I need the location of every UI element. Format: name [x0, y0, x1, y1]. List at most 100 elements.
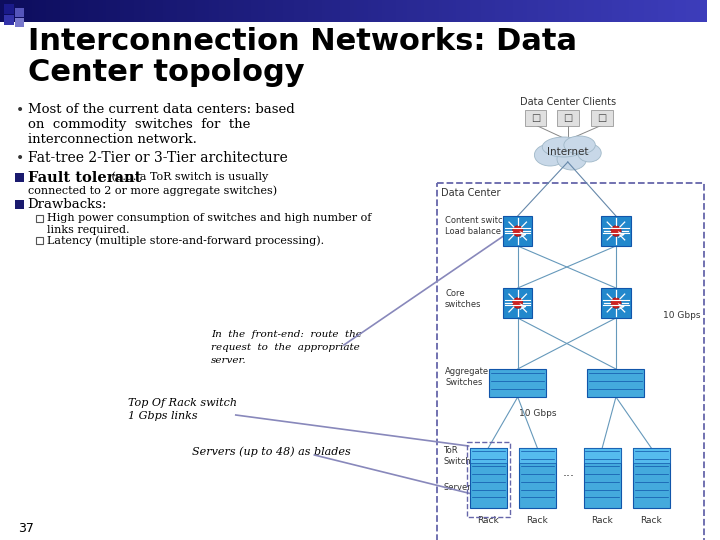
- Bar: [407, 0, 410, 22]
- FancyBboxPatch shape: [36, 215, 43, 222]
- Bar: [629, 0, 633, 22]
- Bar: [0, 0, 4, 22]
- FancyBboxPatch shape: [36, 237, 43, 244]
- Bar: [301, 0, 305, 22]
- Text: Servers: Servers: [443, 483, 475, 492]
- FancyBboxPatch shape: [633, 448, 670, 463]
- Text: •: •: [16, 151, 24, 165]
- Ellipse shape: [564, 136, 595, 154]
- Bar: [248, 0, 251, 22]
- Bar: [474, 0, 477, 22]
- Bar: [587, 0, 590, 22]
- Bar: [343, 0, 346, 22]
- Bar: [389, 0, 392, 22]
- Bar: [622, 0, 626, 22]
- Bar: [131, 0, 135, 22]
- Bar: [297, 0, 301, 22]
- Bar: [686, 0, 690, 22]
- Bar: [467, 0, 470, 22]
- Bar: [414, 0, 418, 22]
- Bar: [141, 0, 145, 22]
- Ellipse shape: [513, 298, 523, 308]
- Bar: [516, 0, 520, 22]
- Text: Interconnection Networks: Data: Interconnection Networks: Data: [27, 27, 577, 56]
- Bar: [272, 0, 276, 22]
- Text: Center topology: Center topology: [27, 58, 304, 87]
- Bar: [170, 0, 174, 22]
- Bar: [138, 0, 142, 22]
- Bar: [372, 0, 375, 22]
- Text: High power consumption of switches and high number of: High power consumption of switches and h…: [47, 213, 372, 223]
- FancyBboxPatch shape: [583, 448, 621, 463]
- Bar: [220, 0, 223, 22]
- Bar: [601, 0, 605, 22]
- Text: Servers (up to 48) as blades: Servers (up to 48) as blades: [192, 446, 351, 456]
- Bar: [410, 0, 414, 22]
- Bar: [152, 0, 156, 22]
- Text: □: □: [531, 113, 540, 123]
- Bar: [636, 0, 640, 22]
- Text: links required.: links required.: [47, 225, 130, 235]
- FancyBboxPatch shape: [14, 18, 24, 27]
- Bar: [683, 0, 686, 22]
- Bar: [626, 0, 629, 22]
- Bar: [163, 0, 166, 22]
- Text: Rack: Rack: [640, 516, 662, 525]
- Text: server.: server.: [211, 356, 247, 365]
- Bar: [255, 0, 258, 22]
- Bar: [523, 0, 527, 22]
- Bar: [418, 0, 421, 22]
- Bar: [583, 0, 587, 22]
- Bar: [325, 0, 329, 22]
- Bar: [258, 0, 262, 22]
- Bar: [244, 0, 248, 22]
- Bar: [400, 0, 403, 22]
- Bar: [329, 0, 333, 22]
- FancyBboxPatch shape: [503, 288, 532, 318]
- Bar: [109, 0, 113, 22]
- Bar: [174, 0, 177, 22]
- FancyBboxPatch shape: [591, 110, 613, 126]
- Text: 1 Gbps links: 1 Gbps links: [127, 411, 197, 421]
- FancyBboxPatch shape: [601, 288, 631, 318]
- Bar: [283, 0, 287, 22]
- Bar: [89, 0, 92, 22]
- FancyBboxPatch shape: [557, 110, 579, 126]
- Bar: [392, 0, 396, 22]
- Bar: [32, 0, 35, 22]
- Bar: [594, 0, 598, 22]
- Bar: [92, 0, 96, 22]
- FancyBboxPatch shape: [14, 8, 24, 17]
- Bar: [184, 0, 187, 22]
- Bar: [350, 0, 354, 22]
- Bar: [361, 0, 364, 22]
- Bar: [181, 0, 184, 22]
- Text: Top Of Rack switch: Top Of Rack switch: [127, 398, 237, 408]
- Bar: [53, 0, 57, 22]
- Bar: [421, 0, 425, 22]
- Bar: [446, 0, 449, 22]
- FancyBboxPatch shape: [503, 216, 532, 246]
- Bar: [396, 0, 400, 22]
- Bar: [85, 0, 89, 22]
- Bar: [96, 0, 99, 22]
- Bar: [616, 0, 619, 22]
- Bar: [364, 0, 368, 22]
- Text: 37: 37: [18, 522, 34, 535]
- Bar: [382, 0, 386, 22]
- Bar: [431, 0, 435, 22]
- Bar: [509, 0, 513, 22]
- Bar: [541, 0, 545, 22]
- Text: ...: ...: [563, 467, 575, 480]
- Text: interconnection network.: interconnection network.: [29, 133, 197, 146]
- Bar: [346, 0, 350, 22]
- Ellipse shape: [513, 226, 523, 237]
- Bar: [460, 0, 464, 22]
- Bar: [403, 0, 407, 22]
- Text: □: □: [598, 113, 607, 123]
- Bar: [135, 0, 138, 22]
- Bar: [336, 0, 340, 22]
- Bar: [442, 0, 446, 22]
- FancyBboxPatch shape: [633, 448, 670, 508]
- Bar: [166, 0, 170, 22]
